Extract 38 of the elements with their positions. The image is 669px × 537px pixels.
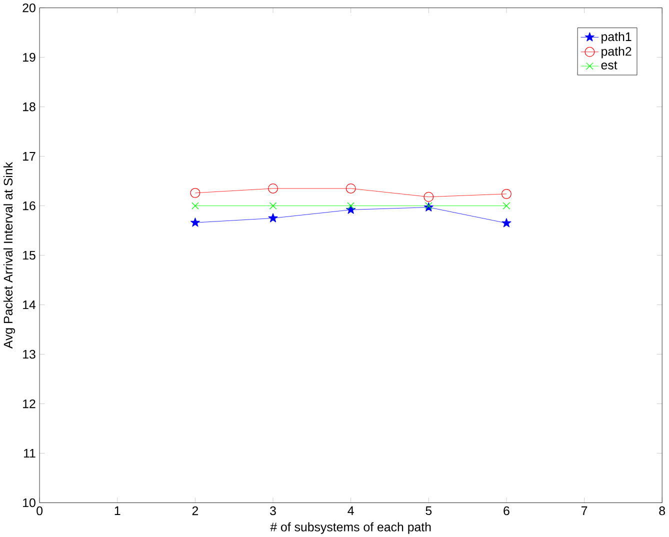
point	[190, 218, 200, 227]
y-tick-label: 19	[23, 52, 36, 62]
point	[192, 202, 199, 210]
y-tick-label: 15	[23, 250, 36, 260]
point	[269, 202, 277, 210]
x-tick-label: 5	[426, 506, 432, 515]
y-tick-label: 17	[23, 152, 36, 160]
x-tick-label: 3	[270, 506, 276, 516]
y-tick-label: 14	[23, 300, 36, 309]
x-tick-label: 0	[36, 506, 43, 516]
point	[346, 204, 356, 214]
point	[501, 188, 512, 199]
y-tick-label: 12	[23, 399, 36, 408]
y-tick-label: 16	[23, 201, 36, 210]
y-tick-label: 13	[23, 350, 36, 359]
x-tick-label: 2	[192, 506, 198, 515]
x-tick-label: 7	[581, 506, 588, 515]
point	[190, 188, 200, 198]
point	[268, 183, 278, 194]
y-tick-label: 18	[23, 102, 36, 112]
point	[502, 202, 510, 210]
y-axis-title: Avg Packet Arrival Interval at Sink	[3, 162, 16, 348]
x-tick-label: 8	[659, 506, 666, 516]
point	[347, 202, 354, 210]
x-tick-label: 6	[504, 506, 510, 516]
legend-label: path2	[602, 46, 632, 58]
x-tick-label: 1	[114, 506, 120, 515]
legend-label: est	[601, 61, 618, 70]
x-tick-label: 4	[348, 506, 354, 515]
point	[268, 213, 278, 222]
point	[424, 192, 434, 202]
legend-label: path1	[602, 32, 632, 44]
point	[502, 218, 512, 228]
x-axis-title: # of subsystems of each path	[270, 522, 431, 534]
point	[346, 183, 356, 194]
y-tick-label: 20	[22, 3, 36, 12]
y-tick-label: 10	[23, 498, 36, 507]
y-tick-label: 11	[24, 448, 36, 458]
